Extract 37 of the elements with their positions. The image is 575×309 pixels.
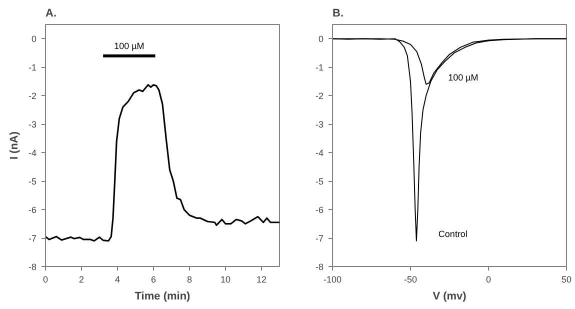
y-tick-label: -5	[28, 176, 37, 187]
y-tick-label: -3	[316, 120, 324, 130]
y-tick-label: -2	[316, 91, 324, 102]
x-tick-label: 12	[256, 274, 267, 284]
y-tick-label: -4	[316, 148, 324, 158]
y-tick-label: -4	[28, 148, 37, 158]
y-tick-label: -6	[28, 205, 37, 216]
y-tick-label: -1	[28, 62, 37, 73]
x-tick-label: 0	[42, 274, 48, 284]
y-tick-label: 0	[31, 34, 37, 44]
x-tick-label: -50	[404, 274, 418, 284]
y-tick-label: 0	[318, 34, 324, 44]
y-tick-label: -1	[316, 62, 324, 73]
x-tick-label: 50	[561, 274, 572, 284]
series-label: 100 µM	[448, 72, 478, 82]
y-tick-label: -5	[316, 176, 324, 187]
text: Control	[438, 228, 468, 239]
series-label: 100 µM	[114, 40, 144, 51]
y-axis-title: I (nA)	[8, 131, 20, 160]
y-tick-label: -7	[316, 234, 324, 244]
chart-title: A.	[46, 8, 56, 20]
x-tick-label: 0	[486, 274, 492, 284]
chart-title: B.	[332, 8, 344, 20]
x-tick-label: -100	[323, 274, 342, 284]
y-tick-label: -3	[28, 120, 37, 130]
x-axis-title: Time (min)	[134, 290, 191, 302]
x-tick-label: 6	[150, 274, 156, 284]
y-tick-label: -8	[28, 262, 37, 272]
x-tick-label: 2	[78, 274, 84, 284]
y-tick-label: -6	[316, 205, 324, 216]
x-axis-title: V (mv)	[432, 290, 467, 302]
y-tick-label: -7	[28, 234, 37, 244]
y-tick-label: -2	[28, 91, 37, 102]
y-tick-label: -8	[316, 262, 324, 272]
x-tick-label: 10	[220, 274, 231, 284]
x-tick-label: 8	[186, 274, 192, 284]
x-tick-label: 4	[114, 274, 120, 284]
